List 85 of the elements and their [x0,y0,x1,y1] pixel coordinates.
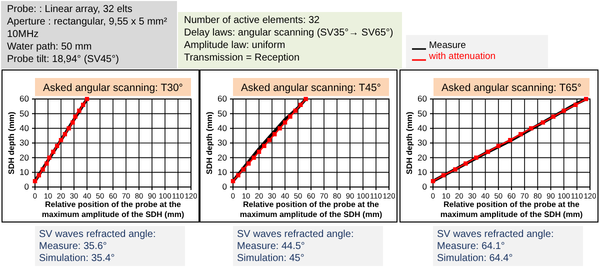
y-axis-title: SDH depth (mm) [7,111,16,174]
point [252,156,256,160]
point [430,179,436,184]
text: Probe tilt: 18,94° (SV45°) [7,54,119,65]
point [464,161,468,166]
y-tick-label: 50 [418,108,428,118]
point [51,150,56,154]
point [47,156,52,160]
y-tick-label: 20 [418,152,428,162]
y-tick-label: 50 [20,108,30,118]
point [262,144,266,148]
text: Measure: 64.1° [437,241,505,252]
point [80,102,86,107]
y-axis-title: SDH depth (mm) [405,111,414,174]
point [474,156,478,160]
y-tick-label: 60 [218,94,228,104]
y-tick-label: 40 [418,123,428,134]
point [66,126,71,130]
x-axis-title: Relative position of the probe at the maximum amplitude of the SDH (mm) [42,200,184,219]
y-tick-label: 10 [218,167,228,178]
point [32,179,38,184]
y-tick-label: 10 [418,167,428,178]
y-tick-label: 50 [218,108,228,118]
point [293,108,298,113]
text: Amplitude law: uniform [184,40,286,51]
y-tick-label: 40 [20,123,30,134]
text: Simulation: 64.4° [437,253,513,264]
text: SV waves refracted angle: [437,229,554,240]
text: Transmission = Reception [184,52,300,64]
y-tick-label: 0 [222,182,228,192]
text: Measure: 44.5° [237,241,305,252]
y-tick-label: 30 [20,138,30,148]
point [36,173,42,178]
text: SV waves refracted angle: [237,229,354,240]
point [40,167,45,172]
y-tick-label: 60 [418,94,428,104]
point [562,108,566,113]
y-tick-label: 40 [218,123,228,134]
point [518,132,523,136]
text: SV waves refracted angle: [39,229,156,240]
y-tick-label: 0 [24,182,30,192]
point [529,126,534,130]
point [236,173,240,178]
text: Water path: 50 mm [7,42,92,52]
point [441,173,446,178]
legend-label: Measure [429,40,466,51]
point [453,167,458,172]
text: Measure: 35.6° [39,241,107,252]
chart-title: Asked angular scanning: T45° [240,82,382,94]
y-tick-label: 30 [218,138,228,148]
text: Aperture : rectangular, 9,55 x 5 mm² [7,16,168,28]
point [508,138,512,142]
x-axis-title: Relative position of the probe at the maximum amplitude of the SDH (mm) [440,200,583,219]
y-tick-label: 30 [418,138,428,148]
point [77,108,82,113]
point [62,132,68,136]
point [272,132,277,136]
text: 10MHz [7,29,39,40]
chart-title: Asked angular scanning: T30° [42,82,184,94]
point [486,150,490,154]
legend-label: with attenuation [428,51,496,62]
y-tick-label: 0 [422,182,428,192]
point [573,102,578,107]
point [288,114,292,119]
point [230,179,236,184]
text: Simulation: 45° [237,253,304,264]
point [278,126,282,130]
point [298,102,303,107]
chart-title: Asked angular scanning: T65° [441,82,582,94]
y-axis-title: SDH depth (mm) [205,111,214,174]
text: Delay laws: angular scanning (SV35°→ SV65°) [184,28,394,38]
x-axis-title: Relative position of the probe at the maximum amplitude of the SDH (mm) [240,200,382,219]
text: Number of active elements: 32 [184,15,320,26]
point [44,161,49,166]
point [256,150,262,154]
text: Simulation: 35.4° [39,253,115,264]
point [73,114,78,119]
point [70,120,75,125]
y-tick-label: 20 [218,152,228,162]
y-tick-label: 20 [20,152,30,162]
point [304,96,308,102]
point [551,114,556,119]
text: Probe: : Linear array, 32 elts [7,4,132,15]
y-tick-label: 10 [20,167,30,178]
y-tick-label: 60 [20,94,30,104]
